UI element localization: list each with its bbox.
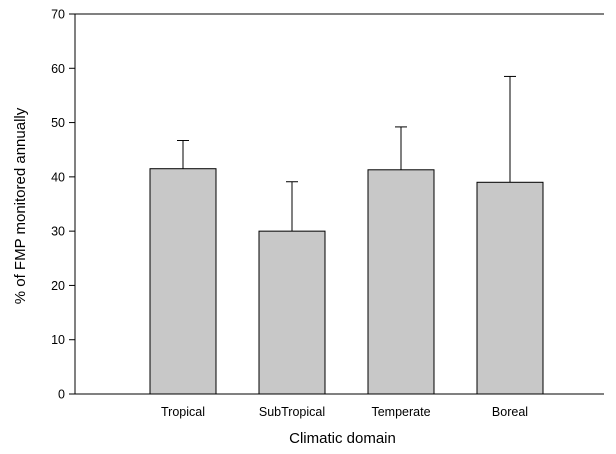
error-bars-group	[177, 75, 516, 232]
y-tick-label: 20	[51, 279, 65, 293]
x-axis-ticks: Tropical SubTropical Temperate Boreal	[161, 405, 528, 419]
bars-group	[149, 168, 544, 395]
y-tick-label: 10	[51, 333, 65, 347]
bar-subtropical	[258, 230, 326, 395]
x-tick-label: Temperate	[371, 405, 430, 419]
y-tick-label: 70	[51, 8, 65, 22]
x-tick-label: SubTropical	[259, 405, 325, 419]
bar-boreal	[476, 181, 544, 395]
y-axis-title: % of FMP monitored annually	[12, 107, 29, 304]
x-tick-label: Boreal	[492, 405, 528, 419]
y-tick-label: 30	[51, 225, 65, 239]
y-axis-ticks: 0 10 20 30 40 50 60 70	[51, 8, 75, 402]
bar-tropical	[149, 168, 217, 395]
y-tick-label: 40	[51, 170, 65, 184]
x-tick-label: Tropical	[161, 405, 205, 419]
y-tick-label: 0	[58, 388, 65, 402]
y-tick-label: 60	[51, 62, 65, 76]
x-axis-title: Climatic domain	[289, 430, 396, 447]
y-tick-label: 50	[51, 116, 65, 130]
bar-temperate	[367, 169, 435, 395]
